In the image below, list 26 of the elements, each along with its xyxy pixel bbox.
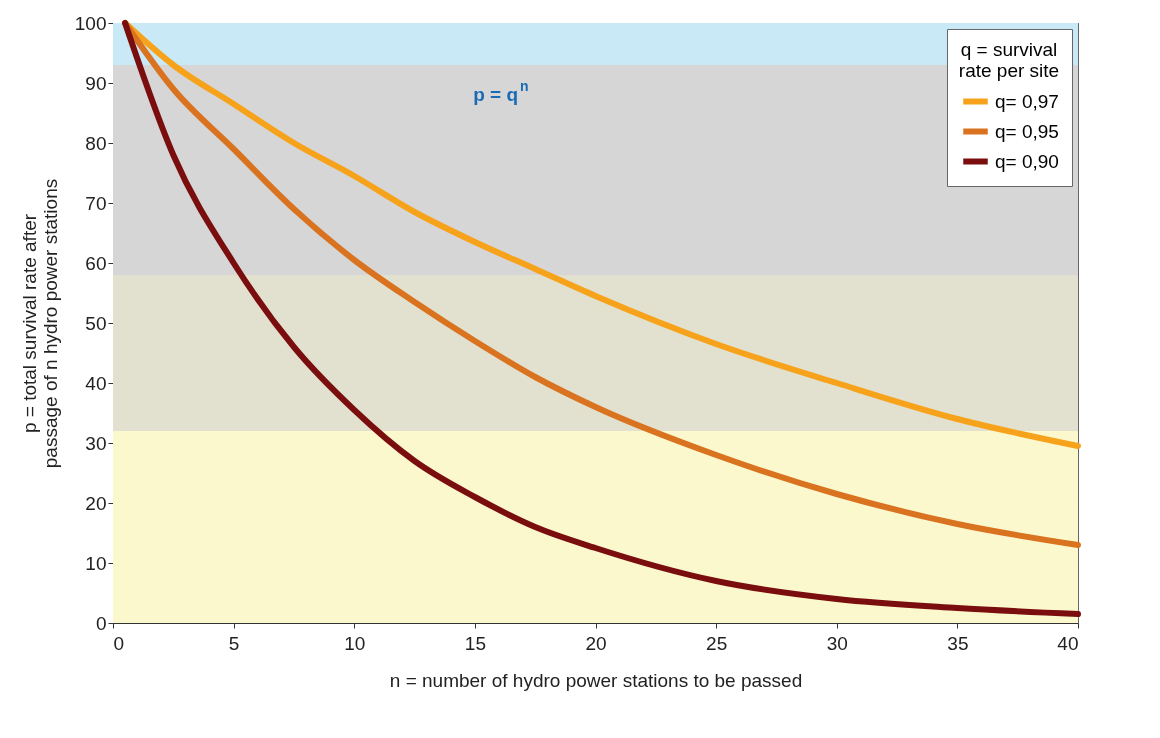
legend-label: q= 0,97 [995,90,1059,112]
x-tick-label: 35 [947,632,969,654]
x-tick-label: 20 [585,632,607,654]
y-tick-label: 50 [85,312,107,334]
y-tick-label: 80 [85,132,107,154]
legend-label: q= 0,90 [995,150,1059,172]
y-tick-label: 10 [85,552,107,574]
x-tick-label: 0 [113,632,125,654]
y-tick-label: 0 [95,612,107,634]
y-tick-label: 100 [74,12,107,34]
y-tick-label: 70 [85,192,107,214]
y-tick-label: 30 [85,432,107,454]
x-tick-label: 10 [344,632,366,654]
y-tick-label: 20 [85,492,107,514]
x-tick-label: 40 [1057,632,1079,654]
y-tick-label: 90 [85,72,107,94]
legend-title: q = survival rate per site [958,39,1060,81]
y-tick-label: 40 [85,372,107,394]
x-tick-label: 5 [228,632,240,654]
x-axis-title: n = number of hydro power stations to be passed [389,669,803,691]
x-tick-label: 30 [826,632,848,654]
x-tick-label: 25 [706,632,728,654]
x-tick-label: 15 [464,632,486,654]
legend-label: q= 0,95 [995,120,1059,142]
y-tick-label: 60 [85,252,107,274]
y-axis-title: p = total survival rate after passage of n hydro power stations [18,178,61,469]
